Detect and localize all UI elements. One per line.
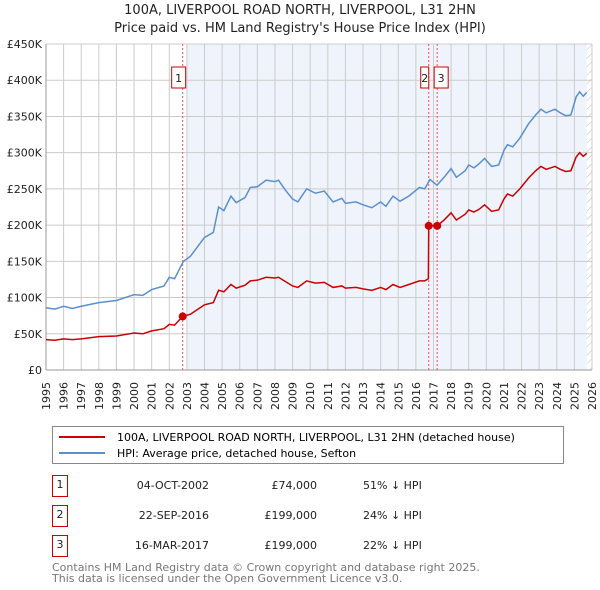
x-tick-label: 2006 [234, 382, 247, 410]
sale-price: £199,000 [264, 509, 318, 522]
footer-licence: This data is licensed under the Open Gov… [52, 572, 403, 585]
x-tick-label: 2021 [498, 382, 511, 410]
sale-hpi-delta: 51% ↓ HPI [363, 479, 422, 492]
x-tick-label: 2024 [551, 382, 564, 410]
x-tick-label: 2022 [516, 382, 529, 410]
sale-hpi-delta: 22% ↓ HPI [363, 539, 422, 552]
y-tick-label: £450K [7, 38, 43, 51]
sale-price: £74,000 [271, 479, 318, 492]
y-tick-label: £300K [7, 147, 43, 160]
chart-subtitle: Price paid vs. HM Land Registry's House … [114, 21, 486, 36]
sale-label: 1 [175, 72, 182, 85]
x-tick-label: 2013 [357, 382, 370, 410]
x-tick-label: 2026 [586, 382, 599, 410]
x-tick-label: 2002 [163, 382, 176, 410]
sale-label-box [171, 66, 187, 89]
hpi-line [45, 90, 588, 310]
x-tick-label: 2020 [480, 382, 493, 410]
x-tick-label: 2003 [181, 382, 194, 410]
x-tick-label: 1996 [58, 382, 71, 410]
y-tick-label: £100K [7, 292, 43, 305]
sale-number: 1 [52, 475, 68, 497]
y-tick-label: £400K [7, 74, 43, 87]
chart-title: 100A, LIVERPOOL ROAD NORTH, LIVERPOOL, L… [124, 3, 476, 18]
x-tick-label: 1998 [93, 382, 106, 410]
sale-label: 3 [438, 72, 445, 85]
sale-number: 3 [52, 535, 68, 557]
x-tick-label: 2000 [128, 382, 141, 410]
shaded-period [186, 44, 587, 370]
sale-point [178, 312, 187, 321]
x-tick-label: 2007 [251, 382, 264, 410]
x-tick-label: 2012 [339, 382, 352, 410]
x-tick-label: 2009 [287, 382, 300, 410]
x-tick-label: 2001 [146, 382, 159, 410]
price-chart: 1995 1996 1997 1998 1999 2000 2001 2002 2003 2004… [7, 38, 599, 410]
x-tick-label: 2005 [216, 382, 229, 410]
forecast-hatch [586, 44, 592, 370]
x-tick-label: 1999 [110, 382, 123, 410]
x-tick-label: 2004 [199, 382, 212, 410]
x-tick-label: 2015 [392, 382, 405, 410]
x-tick-label: 2008 [269, 382, 282, 410]
y-tick-label: £200K [7, 219, 43, 232]
price-paid-line [45, 151, 588, 342]
x-tick-label: 2011 [322, 382, 335, 410]
x-tick-label: 2019 [463, 382, 476, 410]
sale-date: 04-OCT-2002 [136, 479, 209, 492]
sale-number: 2 [52, 505, 68, 527]
x-tick-label: 2017 [427, 382, 440, 410]
y-tick-label: £150K [7, 255, 43, 268]
footer-copyright: Contains HM Land Registry data © Crown c… [52, 561, 480, 574]
y-tick-label: £350K [7, 110, 43, 123]
sale-price: £199,000 [264, 539, 318, 552]
sale-date: 22-SEP-2016 [138, 509, 209, 522]
sale-point [424, 221, 433, 230]
sale-hpi-delta: 24% ↓ HPI [363, 509, 422, 522]
sale-date: 16-MAR-2017 [134, 539, 209, 552]
blue-line-swatch [59, 452, 105, 454]
sale-point [433, 221, 442, 230]
x-tick-label: 2010 [304, 382, 317, 410]
sale-label-box [433, 66, 449, 89]
x-tick-label: 2018 [445, 382, 458, 410]
x-tick-label: 2025 [568, 382, 581, 410]
legend-label: HPI: Average price, detached house, Seft… [117, 446, 357, 460]
x-tick-label: 2014 [375, 382, 388, 410]
sale-label: 2 [421, 72, 428, 85]
red-line-swatch [59, 436, 105, 438]
x-tick-label: 1995 [40, 382, 53, 410]
legend: 100A, LIVERPOOL ROAD NORTH, LIVERPOOL, L… [52, 426, 564, 464]
sale-label-box [420, 66, 430, 89]
legend-item-hpi: HPI: Average price, detached house, Seft… [53, 445, 356, 461]
x-tick-label: 1997 [75, 382, 88, 410]
legend-item-property: 100A, LIVERPOOL ROAD NORTH, LIVERPOOL, L… [53, 429, 515, 445]
x-tick-label: 2016 [410, 382, 423, 410]
x-tick-label: 2023 [533, 382, 546, 410]
y-tick-label: £50K [14, 328, 43, 341]
legend-label: 100A, LIVERPOOL ROAD NORTH, LIVERPOOL, L… [117, 430, 515, 444]
y-tick-label: £0 [28, 364, 42, 377]
y-tick-label: £250K [7, 183, 43, 196]
